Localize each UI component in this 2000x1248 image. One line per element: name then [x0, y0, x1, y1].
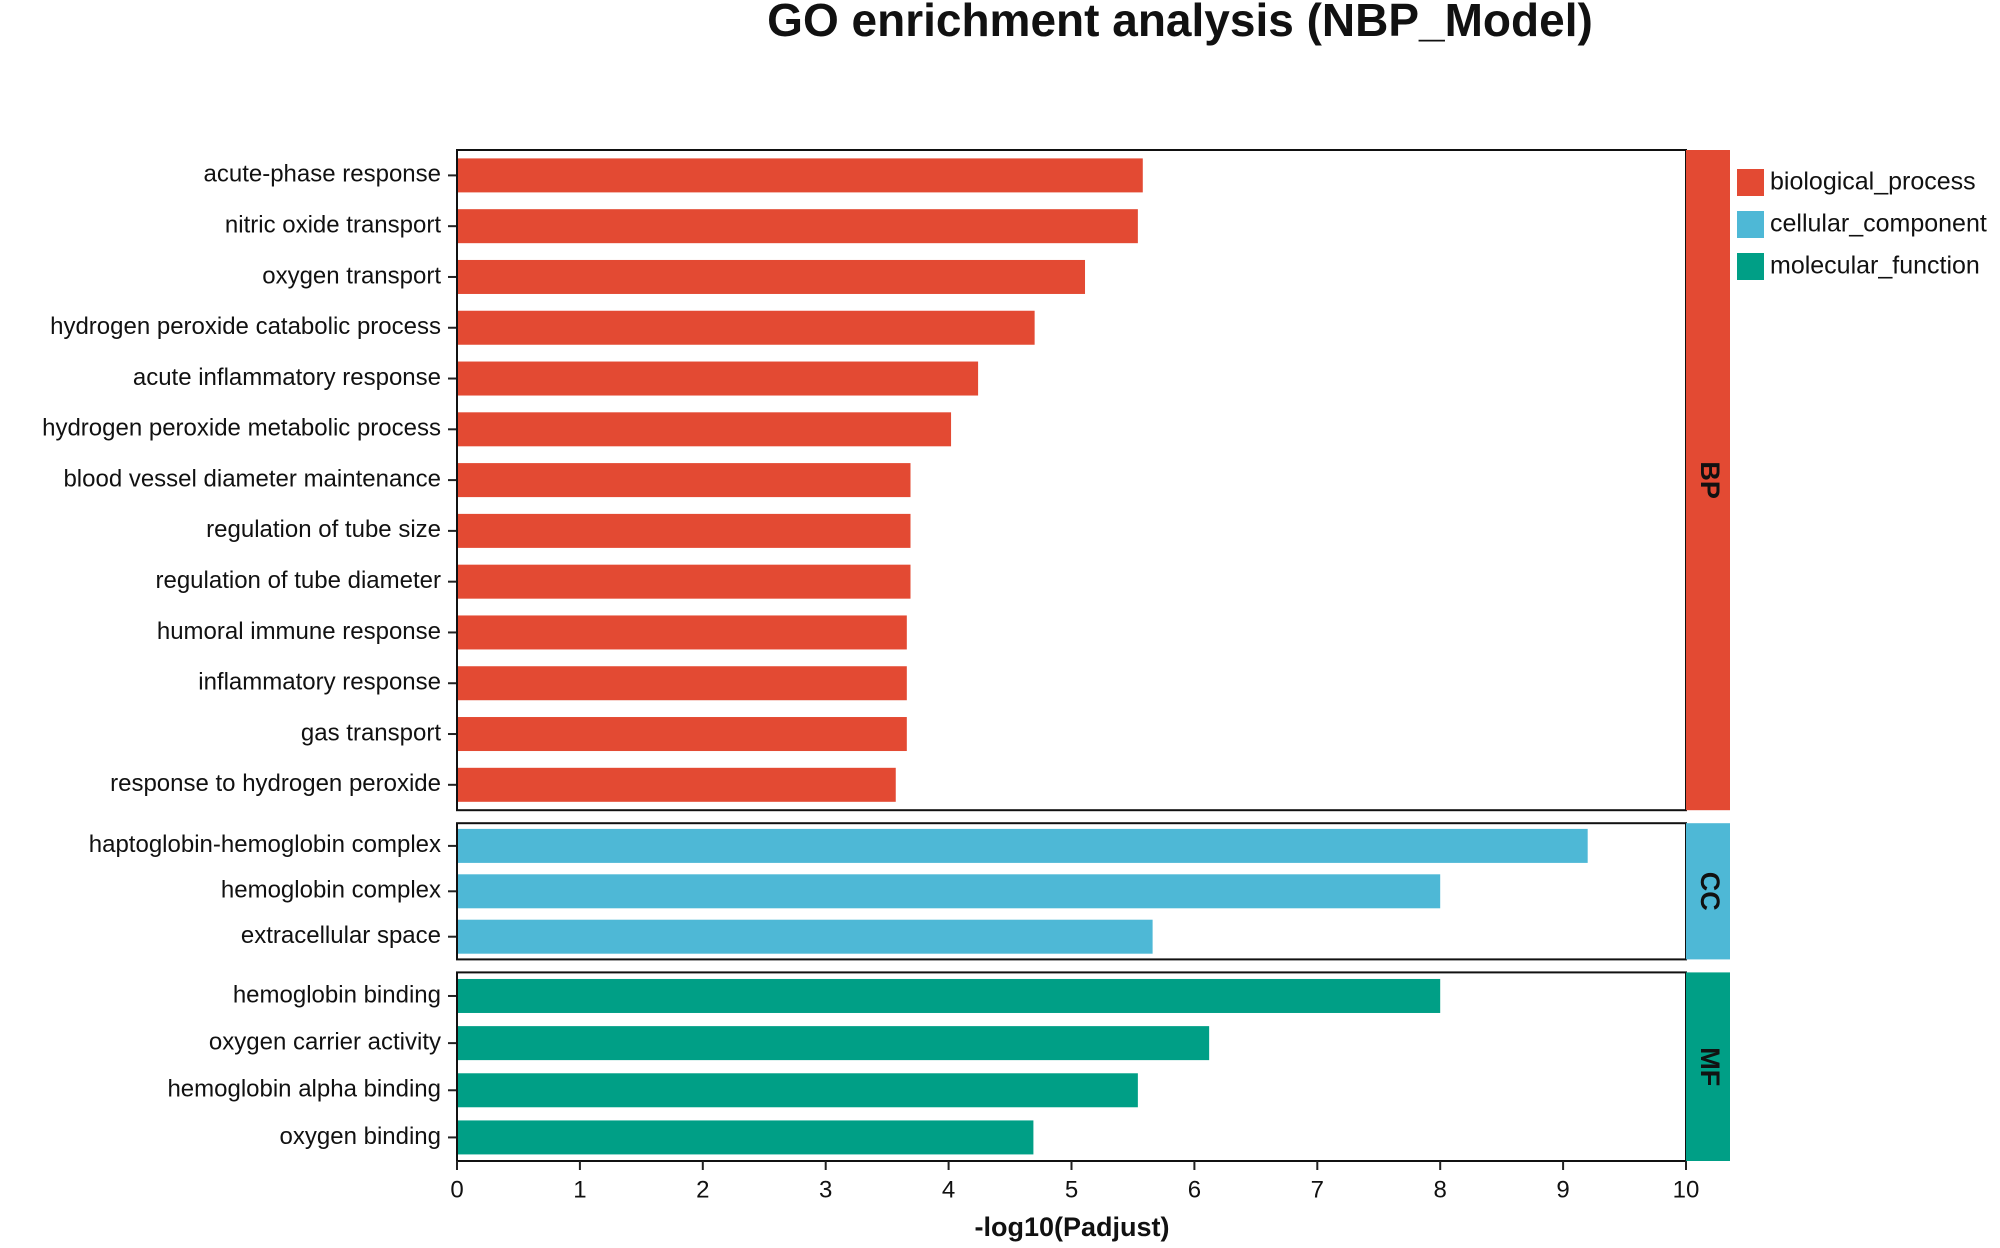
bar	[457, 158, 1143, 193]
x-tick-label: 10	[1673, 1176, 1700, 1203]
y-tick-label: oxygen transport	[262, 262, 441, 289]
y-tick-label: extracellular space	[241, 922, 441, 949]
y-tick-label: hemoglobin complex	[221, 877, 441, 904]
bar	[457, 767, 896, 802]
y-tick-label: inflammatory response	[198, 669, 441, 696]
y-tick-label: gas transport	[301, 719, 441, 746]
y-tick-label: nitric oxide transport	[225, 212, 441, 239]
y-tick-label: hemoglobin alpha binding	[167, 1076, 441, 1103]
bar	[457, 666, 907, 701]
bar	[457, 513, 911, 548]
legend-swatch	[1737, 211, 1764, 238]
legend-label: biological_process	[1770, 168, 1976, 196]
x-tick-label: 6	[1188, 1176, 1201, 1203]
y-tick-label: hydrogen peroxide metabolic process	[42, 415, 441, 442]
legend-swatch	[1737, 169, 1764, 196]
x-tick-label: 0	[450, 1176, 463, 1203]
x-tick-label: 7	[1311, 1176, 1324, 1203]
bar	[457, 361, 979, 396]
y-tick-label: regulation of tube diameter	[155, 567, 441, 594]
x-tick-label: 1	[573, 1176, 586, 1203]
bar	[457, 615, 907, 650]
x-tick-label: 3	[819, 1176, 832, 1203]
bar	[457, 463, 911, 498]
facet-label: CC	[1695, 872, 1725, 911]
y-tick-label: acute inflammatory response	[133, 364, 441, 391]
x-tick-label: 8	[1434, 1176, 1447, 1203]
bar	[457, 1073, 1138, 1108]
y-tick-label: regulation of tube size	[206, 516, 441, 543]
y-tick-label: oxygen carrier activity	[209, 1028, 441, 1055]
x-tick-label: 4	[942, 1176, 955, 1203]
bar	[457, 412, 952, 447]
bar	[457, 874, 1441, 909]
facet-label: MF	[1695, 1047, 1725, 1086]
legend-swatch	[1737, 253, 1764, 280]
facet-label: BP	[1695, 461, 1725, 499]
x-tick-label: 9	[1556, 1176, 1569, 1203]
y-tick-label: hemoglobin binding	[233, 981, 441, 1008]
facet-strip	[1686, 150, 1730, 811]
bar	[457, 828, 1588, 863]
bar	[457, 259, 1086, 294]
facet-strip	[1686, 823, 1730, 960]
y-tick-label: oxygen binding	[280, 1123, 441, 1150]
y-tick-label: response to hydrogen peroxide	[110, 770, 441, 797]
bar	[457, 919, 1153, 954]
y-tick-label: humoral immune response	[157, 618, 441, 645]
bar	[457, 978, 1441, 1013]
y-tick-label: acute-phase response	[204, 161, 442, 188]
y-tick-label: hydrogen peroxide catabolic process	[50, 313, 441, 340]
bar	[457, 717, 907, 752]
x-tick-label: 2	[696, 1176, 709, 1203]
bar	[457, 564, 911, 599]
bar	[457, 310, 1035, 345]
x-tick-label: 5	[1065, 1176, 1078, 1203]
y-tick-label: blood vessel diameter maintenance	[63, 465, 441, 492]
legend-label: cellular_component	[1770, 210, 1987, 238]
x-axis-label: -log10(Padjust)	[974, 1212, 1169, 1242]
bar	[457, 209, 1138, 244]
y-tick-label: haptoglobin-hemoglobin complex	[89, 831, 441, 858]
legend-label: molecular_function	[1770, 252, 1980, 280]
facet-strip	[1686, 972, 1730, 1161]
bar	[457, 1120, 1034, 1155]
chart-title: GO enrichment analysis (NBP_Model)	[767, 0, 1593, 46]
bar	[457, 1026, 1210, 1061]
